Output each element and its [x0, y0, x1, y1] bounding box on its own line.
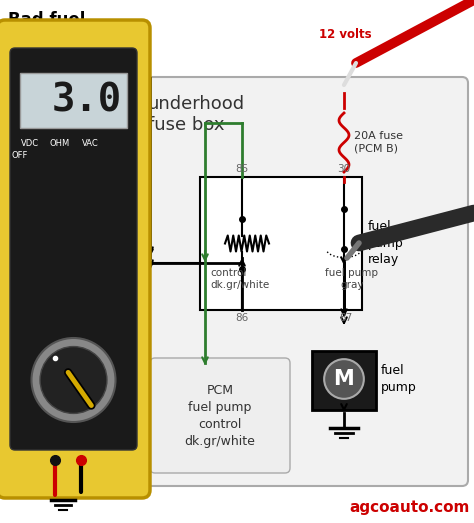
- Text: 3.0: 3.0: [52, 82, 122, 119]
- FancyBboxPatch shape: [150, 358, 290, 473]
- Text: agcoauto.com: agcoauto.com: [350, 500, 470, 515]
- Text: 12 volts: 12 volts: [319, 28, 372, 41]
- FancyBboxPatch shape: [122, 77, 468, 486]
- FancyBboxPatch shape: [10, 48, 137, 450]
- Text: 85: 85: [236, 164, 249, 174]
- Text: 87: 87: [339, 313, 353, 323]
- Text: fuel pump
gray: fuel pump gray: [326, 268, 379, 290]
- Text: fuel
pump
relay: fuel pump relay: [368, 221, 404, 267]
- Text: fuel
pump: fuel pump: [381, 364, 417, 394]
- Text: VDC: VDC: [21, 139, 39, 147]
- Text: OHM: OHM: [50, 139, 70, 147]
- Text: control
dk.gr/white: control dk.gr/white: [210, 268, 269, 290]
- FancyBboxPatch shape: [0, 20, 150, 498]
- Text: 30: 30: [337, 164, 351, 174]
- Circle shape: [40, 347, 107, 414]
- Circle shape: [31, 338, 116, 422]
- Text: M: M: [334, 369, 355, 389]
- Text: VAC: VAC: [82, 139, 99, 147]
- Bar: [200, 177, 362, 310]
- Text: Bad fuel
pump relay: Bad fuel pump relay: [8, 11, 113, 51]
- Circle shape: [324, 359, 364, 399]
- Bar: [20, 73, 127, 128]
- Text: 86: 86: [236, 313, 249, 323]
- Text: PCM
fuel pump
control
dk.gr/white: PCM fuel pump control dk.gr/white: [184, 383, 255, 448]
- Bar: [312, 351, 376, 410]
- Text: 20A fuse
(PCM B): 20A fuse (PCM B): [354, 131, 403, 154]
- Text: OFF: OFF: [12, 152, 28, 161]
- Text: underhood
fuse box: underhood fuse box: [148, 95, 245, 134]
